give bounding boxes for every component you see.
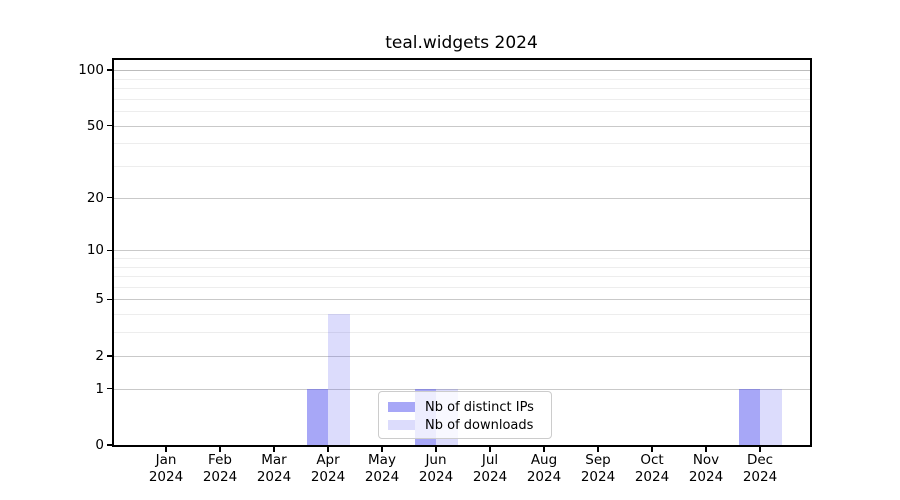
y-axis-tick-label: 1 (95, 380, 104, 397)
y-axis-tick (107, 249, 112, 251)
right-spine (810, 58, 812, 447)
y-axis-tick-label: 0 (95, 437, 104, 453)
x-axis-tick-label: Sep 2024 (580, 452, 616, 485)
minor-gridline (113, 98, 810, 100)
minor-gridline (113, 332, 810, 334)
bottom-spine (112, 445, 812, 447)
major-gridline (113, 388, 810, 390)
downloads-bar (328, 314, 350, 445)
x-axis-tick-label: Jul 2024 (472, 452, 508, 485)
minor-gridline (113, 258, 810, 259)
x-axis-tick (273, 446, 275, 452)
minor-gridline (113, 143, 810, 145)
x-axis-tick (705, 446, 707, 452)
x-axis-tick (759, 446, 761, 452)
left-spine (112, 58, 114, 447)
major-gridline (113, 250, 810, 252)
y-axis-tick-label: 20 (86, 189, 104, 206)
distinct-ips-bar (306, 388, 328, 445)
major-gridline (113, 355, 810, 357)
downloads-swatch (388, 420, 415, 430)
x-axis-tick (435, 446, 437, 452)
minor-gridline (113, 111, 810, 113)
y-axis-tick (107, 124, 112, 127)
distinct-ips-bar (738, 388, 760, 445)
minor-gridline (113, 78, 810, 80)
x-axis-tick-label: Nov 2024 (688, 452, 724, 485)
y-axis-tick (107, 444, 112, 446)
top-spine (112, 58, 812, 60)
major-gridline (113, 299, 810, 301)
x-axis-tick (597, 446, 599, 452)
y-axis-tick (107, 298, 112, 301)
x-axis-tick (381, 446, 383, 452)
downloads-bar (760, 388, 782, 445)
x-axis-tick (165, 446, 167, 452)
minor-gridline (113, 266, 810, 268)
y-axis-tick (107, 69, 112, 71)
x-axis-tick (543, 446, 545, 452)
minor-gridline (113, 88, 810, 90)
y-axis-tick-label: 5 (95, 291, 104, 308)
x-axis-tick (219, 446, 221, 452)
minor-gridline (113, 166, 810, 168)
legend-item-downloads: Nb of downloads (388, 416, 542, 434)
x-axis-tick (651, 446, 653, 452)
x-axis-tick-label: Apr 2024 (310, 452, 346, 485)
y-axis-tick (107, 387, 112, 390)
minor-gridline (113, 286, 810, 288)
x-axis-tick-label: Jun 2024 (418, 452, 454, 485)
legend-label: Nb of downloads (425, 417, 534, 433)
major-gridline (113, 70, 810, 72)
y-axis-tick (107, 355, 112, 357)
x-axis-tick-label: Oct 2024 (634, 452, 670, 485)
y-axis-tick-label: 2 (95, 347, 104, 364)
x-axis-tick (489, 446, 491, 452)
x-axis-tick-label: Dec 2024 (742, 452, 778, 485)
x-axis-tick-label: Feb 2024 (202, 452, 238, 485)
major-gridline (113, 125, 810, 127)
chart-title: teal.widgets 2024 (385, 33, 538, 53)
distinct-ips-swatch (388, 402, 415, 412)
minor-gridline (113, 314, 810, 316)
legend-label: Nb of distinct IPs (425, 399, 534, 415)
legend: Nb of distinct IPs Nb of downloads (378, 391, 552, 439)
x-axis-tick (327, 446, 329, 452)
x-axis-tick-label: Mar 2024 (256, 452, 292, 485)
x-axis-tick-label: May 2024 (364, 452, 400, 485)
x-axis-tick-label: Jan 2024 (148, 452, 184, 485)
x-axis-tick-label: Aug 2024 (526, 452, 562, 485)
y-axis-tick-label: 10 (86, 242, 104, 259)
minor-gridline (113, 276, 810, 278)
major-gridline (113, 197, 810, 199)
y-axis-tick-label: 50 (86, 117, 104, 134)
legend-item-distinct-ips: Nb of distinct IPs (388, 398, 542, 416)
y-axis-tick (107, 196, 112, 199)
y-axis-tick-label: 100 (78, 62, 104, 79)
